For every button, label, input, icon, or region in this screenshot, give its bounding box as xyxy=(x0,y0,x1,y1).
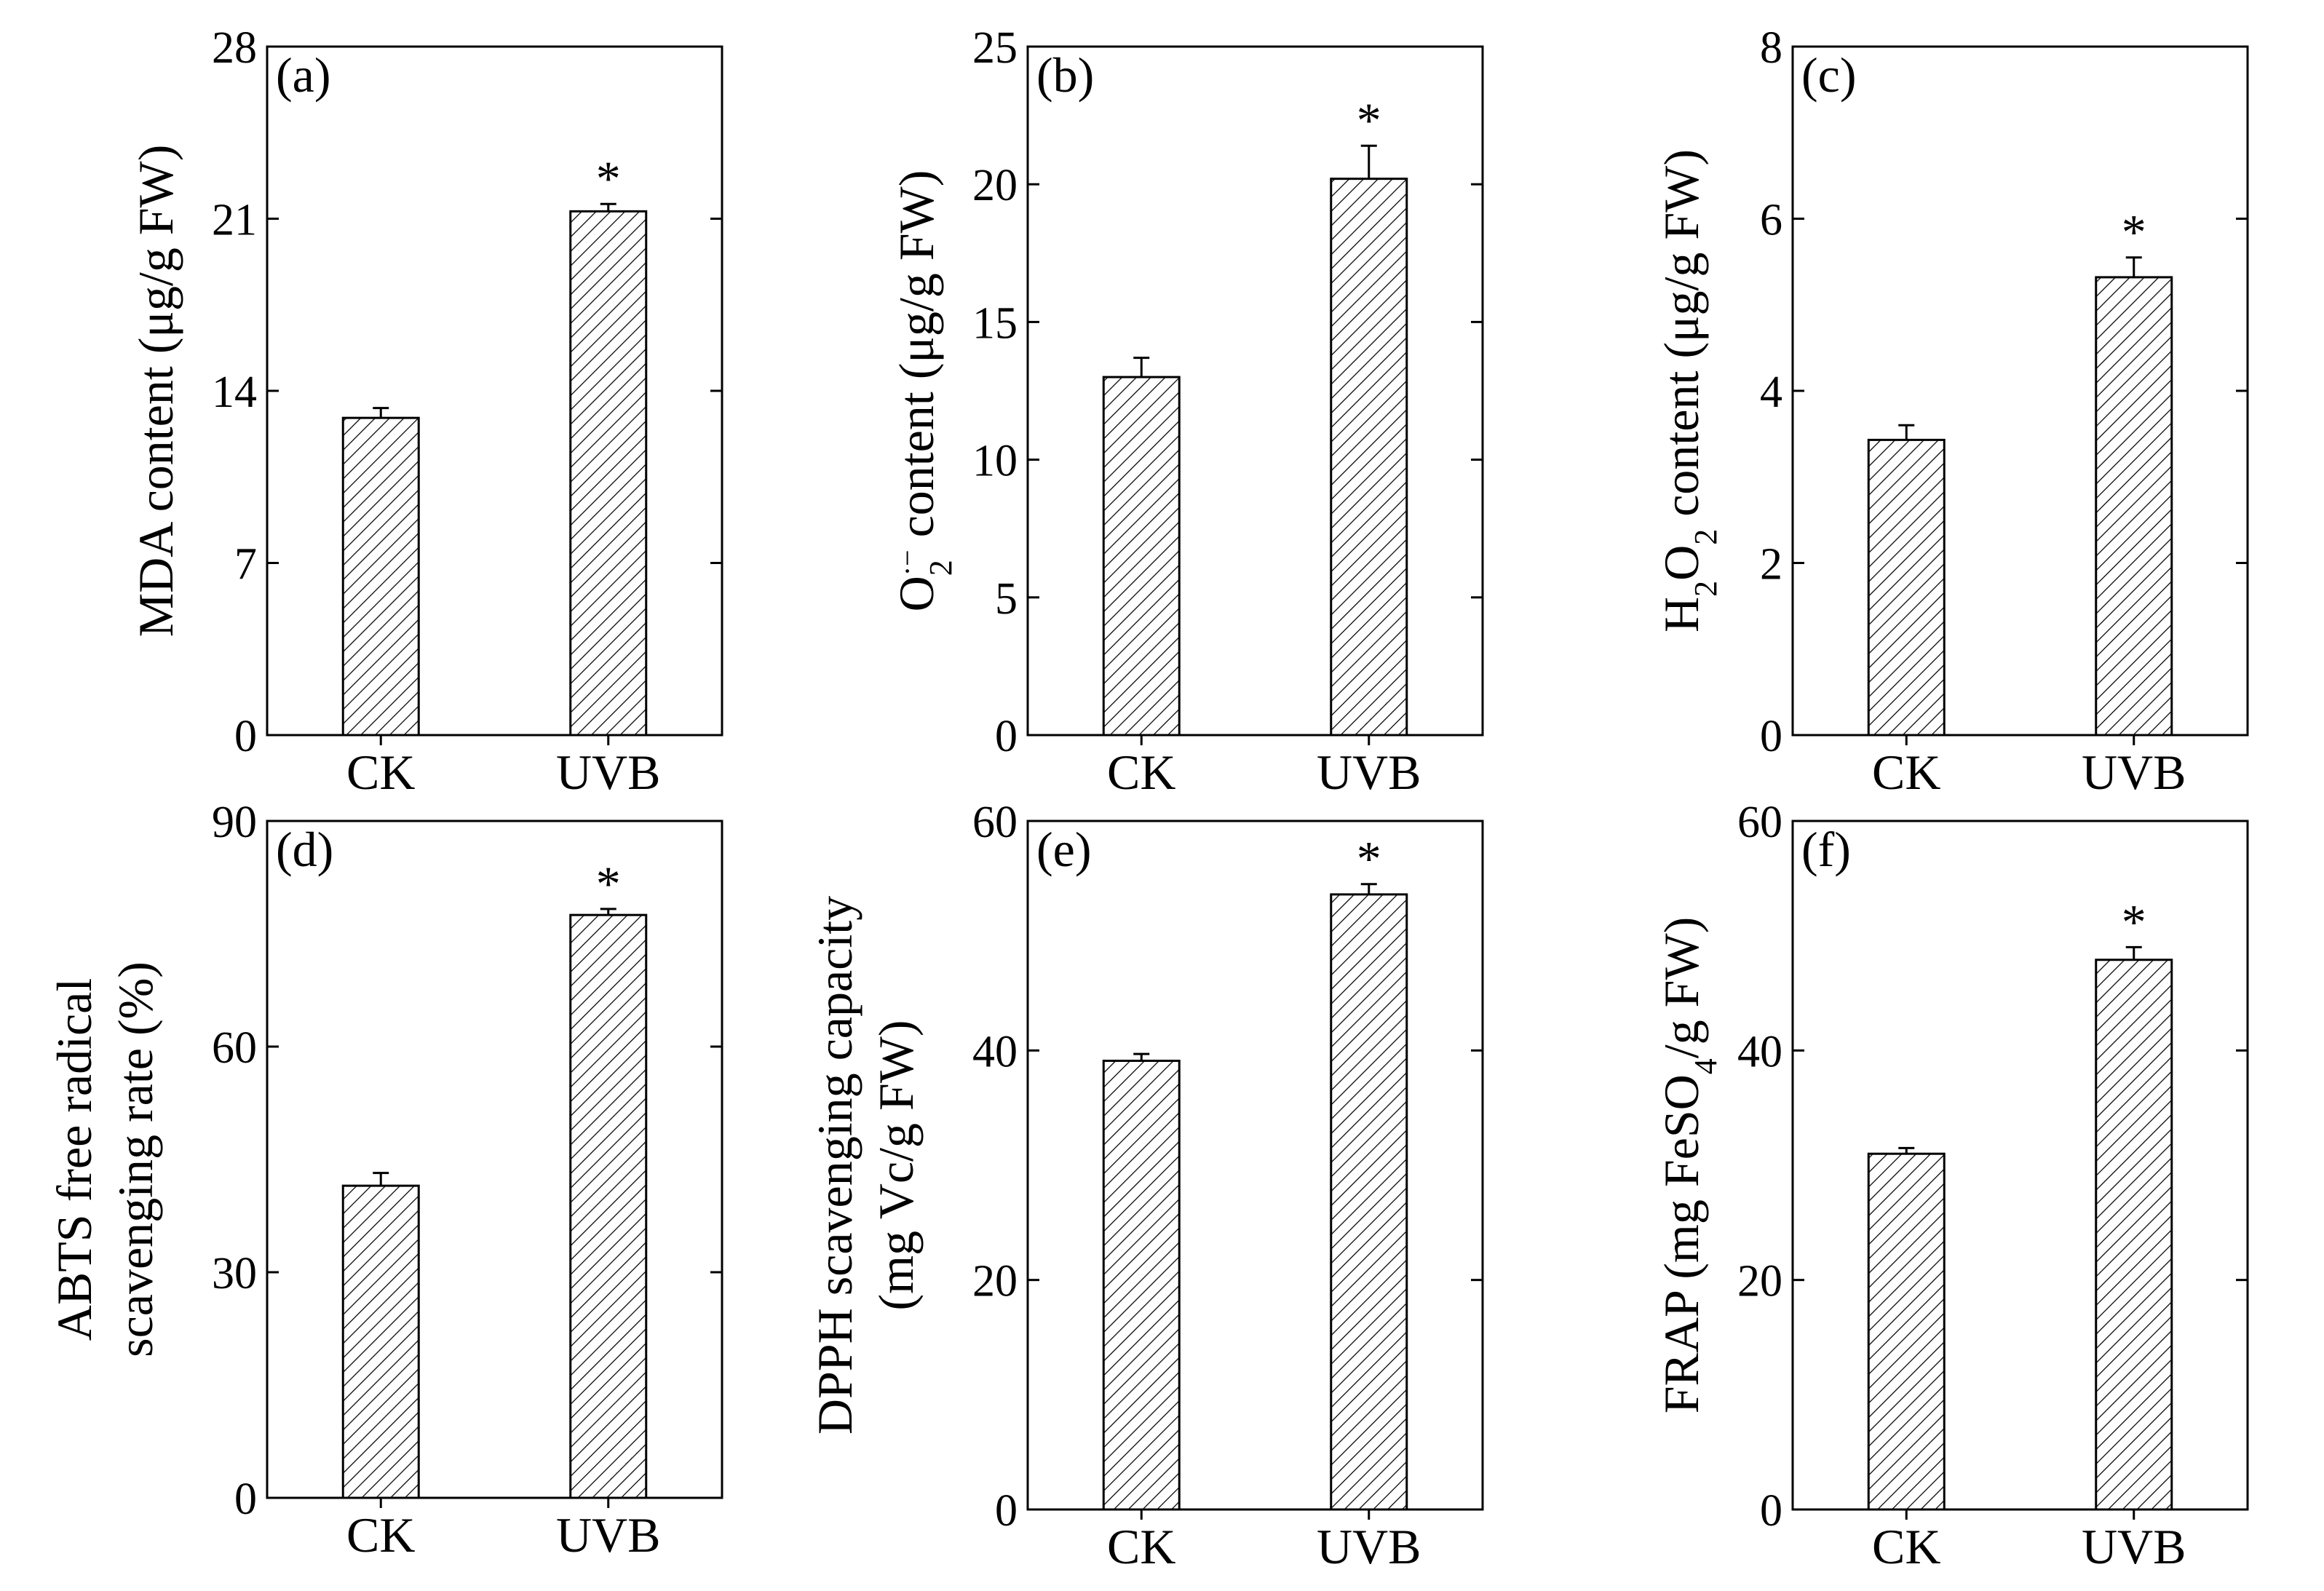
y-tick-label: 28 xyxy=(212,23,257,73)
panel-label: (d) xyxy=(276,822,333,877)
y-title-part: FRAP (mg FeSO xyxy=(1654,1074,1709,1413)
significance-marker: * xyxy=(1357,831,1381,886)
y-axis-title: MDA content (μg/g FW) xyxy=(128,145,183,638)
plot-frame xyxy=(1791,820,2249,1511)
y-tick-label: 8 xyxy=(1760,23,1782,73)
y-tick-label: 14 xyxy=(212,368,257,417)
y-tick-label: 2 xyxy=(1760,540,1782,590)
x-tick-label-ck: CK xyxy=(1872,1519,1940,1574)
y-tick-label: 10 xyxy=(972,437,1018,486)
significance-marker: * xyxy=(596,856,621,911)
y-tick-label: 6 xyxy=(1760,196,1782,245)
bar-ck xyxy=(1867,438,1946,737)
y-title-subscript: 2 xyxy=(1688,529,1724,545)
bar-ck xyxy=(1102,376,1181,737)
y-tick-label: 0 xyxy=(234,712,257,761)
chart-panel-e: 0 20 40 60 CK UVB * (e) DPPH scavenging capacity… xyxy=(807,798,1484,1574)
y-axis-title-line: (mg Vc/g FW) xyxy=(868,1020,924,1310)
y-tick-label: 40 xyxy=(1737,1027,1782,1076)
y-title-subscript: 4 xyxy=(1688,1058,1724,1074)
panel-label: (e) xyxy=(1036,822,1091,877)
chart-panel-f: 0 20 40 60 CK UVB * (f) FRAP (mg FeSO4/g FW) xyxy=(1654,798,2249,1574)
y-title-part: H xyxy=(1654,597,1709,632)
plot-frame xyxy=(266,820,723,1499)
significance-marker: * xyxy=(596,151,621,206)
x-tick-label-uvb: UVB xyxy=(1317,1519,1421,1574)
plot-frame xyxy=(1026,45,1484,737)
y-tick-label: 30 xyxy=(212,1249,257,1298)
bar-uvb xyxy=(1330,178,1408,737)
bar-uvb xyxy=(2095,276,2173,737)
x-tick-label-ck: CK xyxy=(1872,745,1940,800)
bar-uvb xyxy=(1330,893,1408,1511)
plot-frame xyxy=(266,45,723,737)
y-tick-label: 0 xyxy=(1760,712,1782,761)
y-title-superscript: ·− xyxy=(891,549,924,576)
y-tick-label: 4 xyxy=(1760,368,1782,417)
panel-label: (a) xyxy=(276,47,330,103)
significance-marker: * xyxy=(2122,205,2146,260)
y-title-subscript: 2 xyxy=(1688,581,1724,597)
y-axis-title-line: scavenging rate (%) xyxy=(108,961,163,1357)
y-axis-title: H2O2 content (μg/g FW) xyxy=(1654,149,1724,632)
y-title-part: content (μg/g FW) xyxy=(889,170,944,550)
x-tick-label-uvb: UVB xyxy=(556,745,661,800)
x-tick-label-uvb: UVB xyxy=(556,1507,661,1563)
panel-label: (c) xyxy=(1801,47,1856,103)
y-axis-title-line: ABTS free radical xyxy=(47,978,102,1341)
y-tick-label: 0 xyxy=(995,712,1018,761)
bar-uvb xyxy=(2095,959,2173,1511)
y-axis-title: O2·− content (μg/g FW) xyxy=(889,170,959,612)
y-tick-label: 0 xyxy=(234,1475,257,1524)
chart-panel-d: 0 30 60 90 CK UVB * (d) ABTS free radical scaveng… xyxy=(47,798,723,1563)
y-tick-label: 20 xyxy=(972,161,1018,210)
y-tick-label: 20 xyxy=(1737,1257,1782,1306)
x-tick-label-ck: CK xyxy=(346,745,415,800)
y-title-subscript: 2 xyxy=(923,560,959,576)
y-axis-title: FRAP (mg FeSO4/g FW) xyxy=(1654,917,1724,1414)
significance-marker: * xyxy=(1357,92,1381,148)
y-tick-label: 40 xyxy=(972,1027,1018,1076)
y-title-part: content (μg/g FW) xyxy=(1654,149,1709,529)
y-tick-label: 0 xyxy=(1760,1486,1782,1536)
panel-label: (b) xyxy=(1036,47,1094,103)
y-tick-label: 5 xyxy=(995,574,1018,624)
bar-uvb xyxy=(569,913,648,1499)
y-tick-label: 60 xyxy=(972,798,1018,847)
y-title-part: /g FW) xyxy=(1654,917,1709,1059)
chart-panel-b: 0 5 10 15 20 25 CK UVB * (b) O2·− content (μg/g FW… xyxy=(889,23,1484,800)
y-tick-label: 0 xyxy=(995,1486,1018,1536)
panel-label: (f) xyxy=(1801,822,1851,877)
x-tick-label-ck: CK xyxy=(346,1507,415,1563)
y-tick-label: 20 xyxy=(972,1257,1018,1306)
y-tick-label: 25 xyxy=(972,23,1018,73)
y-tick-label: 15 xyxy=(972,298,1018,348)
y-tick-label: 7 xyxy=(234,540,257,590)
y-tick-label: 60 xyxy=(1737,798,1782,847)
significance-marker: * xyxy=(2122,894,2146,949)
bar-ck xyxy=(1867,1152,1946,1511)
y-tick-label: 21 xyxy=(212,196,257,245)
chart-panel-a: 0 7 14 21 28 CK UVB * (a) MDA content (μg/g FW) xyxy=(128,23,723,800)
y-tick-label: 60 xyxy=(212,1023,257,1073)
plot-frame xyxy=(1026,820,1484,1511)
x-tick-label-ck: CK xyxy=(1107,745,1175,800)
x-tick-label-uvb: UVB xyxy=(2082,1519,2186,1574)
y-title-part: O xyxy=(889,576,944,611)
x-tick-label-ck: CK xyxy=(1107,1519,1175,1574)
y-axis-title-line: DPPH scavenging capacity xyxy=(807,896,862,1435)
x-tick-label-uvb: UVB xyxy=(1317,745,1421,800)
plot-frame xyxy=(1791,45,2249,737)
bar-ck xyxy=(341,416,420,737)
x-tick-label-uvb: UVB xyxy=(2082,745,2186,800)
y-title-part: O xyxy=(1654,545,1709,581)
y-tick-label: 90 xyxy=(212,798,257,847)
bar-uvb xyxy=(569,210,648,737)
bar-ck xyxy=(341,1184,420,1499)
bar-ck xyxy=(1102,1060,1181,1511)
